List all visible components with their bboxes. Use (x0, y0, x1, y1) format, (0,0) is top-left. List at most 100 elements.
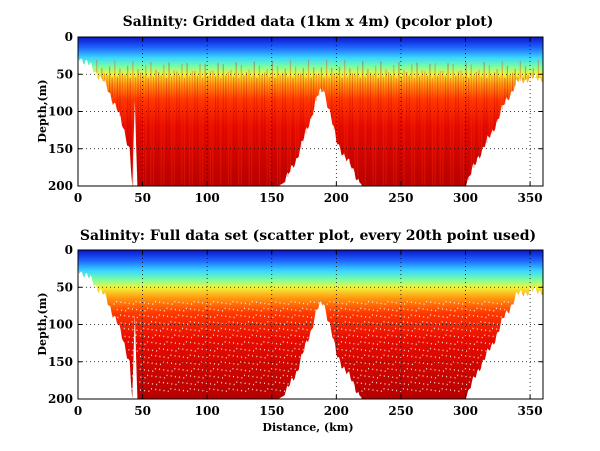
scatter-gap (131, 354, 133, 356)
scatter-gap (202, 356, 204, 358)
scatter-gap (155, 308, 157, 311)
scatter-gap (182, 335, 184, 338)
scatter-gap (458, 356, 460, 359)
scatter-gap (453, 327, 455, 330)
scatter-gap (205, 307, 207, 310)
scatter-gap (228, 308, 230, 310)
scatter-gap (441, 375, 443, 377)
scatter-gap (249, 336, 251, 339)
scatter-gap (280, 343, 282, 345)
scatter-gap (217, 376, 219, 378)
scatter-gap (465, 375, 467, 378)
heatmap-column (326, 59, 328, 99)
scatter-gap (131, 321, 133, 323)
scatter-gap (159, 335, 161, 337)
scatter-gap (290, 300, 292, 303)
y-tick-label: 200 (48, 179, 73, 193)
scatter-gap (283, 390, 285, 392)
scatter-gap (445, 334, 447, 336)
scatter-gap (202, 322, 204, 325)
scatter-gap (159, 301, 161, 303)
scatter-gap (464, 300, 466, 303)
scatter-gap (214, 350, 216, 352)
heatmap-column (261, 75, 263, 186)
scatter-gap (174, 342, 176, 344)
scatter-gap (388, 375, 389, 378)
scatter-gap (418, 328, 420, 330)
scatter-gap (484, 342, 486, 344)
scatter-gap (457, 315, 459, 317)
scatter-gap (341, 315, 343, 317)
scatter-gap (187, 356, 189, 359)
scatter-gap (376, 369, 378, 371)
heatmap-column (517, 77, 519, 82)
panel1-streaks (96, 59, 542, 186)
scatter-gap (353, 363, 355, 366)
scatter-gap (404, 370, 406, 372)
heatmap-column (488, 65, 490, 139)
scatter-gap (446, 350, 448, 352)
scatter-gap (437, 341, 439, 343)
heatmap-column (535, 77, 537, 78)
scatter-gap (263, 374, 265, 377)
heatmap-column (147, 77, 149, 186)
scatter-gap (434, 382, 436, 384)
scatter-gap (426, 321, 428, 324)
scatter-gap (356, 327, 358, 330)
heatmap-column (132, 61, 134, 186)
scatter-gap (407, 342, 409, 344)
scatter-gap (163, 302, 165, 304)
scatter-gap (139, 368, 141, 370)
heatmap-column (116, 77, 118, 108)
scatter-gap (132, 328, 134, 331)
scatter-gap (376, 343, 378, 345)
scatter-gap (162, 348, 164, 350)
scatter-gap (202, 310, 204, 312)
scatter-gap (461, 383, 463, 385)
y-tick-label: 150 (48, 142, 73, 156)
scatter-gap (461, 375, 463, 377)
scatter-gap (232, 321, 234, 324)
scatter-gap (430, 314, 432, 316)
scatter-gap (182, 314, 184, 317)
scatter-gap (124, 322, 126, 325)
scatter-gap (414, 382, 416, 384)
scatter-gap (264, 315, 265, 317)
scatter-gap (283, 302, 285, 305)
scatter-gap (376, 310, 378, 312)
scatter-gap (190, 308, 192, 310)
scatter-gap (476, 341, 478, 343)
scatter-gap (352, 301, 354, 303)
scatter-gap (379, 374, 381, 377)
scatter-gap (194, 308, 196, 311)
scatter-gap (283, 328, 285, 330)
scatter-gap (166, 307, 168, 310)
scatter-gap (275, 314, 277, 316)
scatter-gap (221, 302, 223, 304)
scatter-gap (419, 323, 421, 325)
heatmap-column (481, 76, 483, 152)
scatter-gap (221, 310, 223, 312)
scatter-gap (457, 349, 459, 351)
scatter-gap (433, 327, 435, 330)
scatter-gap (415, 335, 417, 338)
scatter-gap (220, 327, 222, 330)
scatter-gap (360, 374, 362, 377)
scatter-gap (418, 307, 420, 310)
scatter-gap (365, 316, 367, 318)
scatter-gap (193, 368, 195, 370)
scatter-gap (473, 322, 475, 325)
scatter-gap (163, 310, 165, 312)
scatter-gap (132, 370, 134, 372)
scatter-gap (186, 349, 188, 351)
scatter-gap (388, 308, 389, 311)
scatter-gap (352, 314, 354, 316)
scatter-gap (132, 303, 134, 305)
scatter-gap (229, 336, 231, 339)
scatter-gap (140, 309, 142, 311)
scatter-gap (411, 330, 413, 332)
scatter-gap (140, 355, 141, 358)
scatter-gap (140, 322, 141, 324)
panel1-title: Salinity: Gridded data (1km x 4m) (pcolo… (123, 14, 494, 30)
scatter-gap (391, 301, 393, 303)
